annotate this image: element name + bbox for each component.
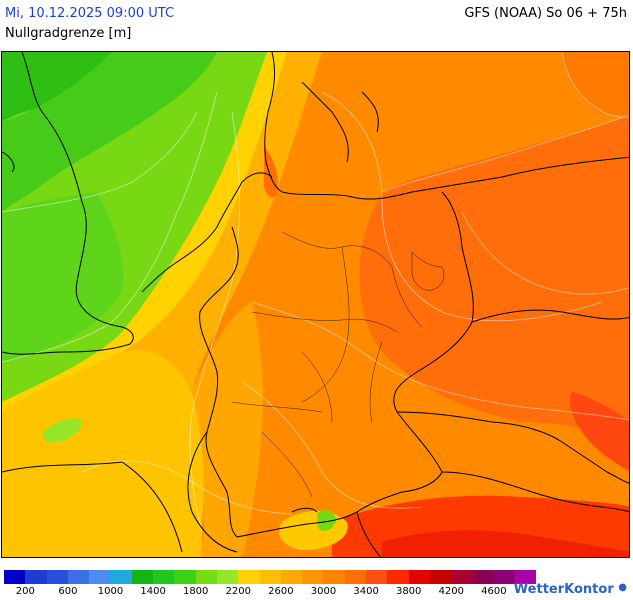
legend-swatch xyxy=(67,570,90,584)
header-model: GFS (NOAA) So 06 + 75h xyxy=(464,6,627,21)
map-area[interactable] xyxy=(1,51,630,558)
legend-swatch xyxy=(25,570,47,584)
wetterkontor-logo[interactable]: WetterKontor ● xyxy=(514,582,627,597)
legend-label: 2200 xyxy=(225,586,252,597)
field-darkorange-ne xyxy=(562,52,629,116)
field-yellow-south xyxy=(2,349,204,557)
state-borders xyxy=(231,231,445,498)
legend-swatch xyxy=(153,570,175,584)
field-lightorange-south xyxy=(192,302,263,557)
legend-label: 3000 xyxy=(310,586,337,597)
legend-labels: 200 600 1000 1400 1800 2200 2600 3000 3400 3800 42… xyxy=(4,586,524,600)
legend-swatch xyxy=(323,570,345,584)
legend-swatch xyxy=(366,570,388,584)
field-lightorange xyxy=(122,52,322,392)
color-legend: 200 600 1000 1400 1800 2200 2600 3000 3400 3800 42… xyxy=(4,570,537,600)
field-red-deep xyxy=(382,530,629,557)
legend-label: 1000 xyxy=(97,586,124,597)
field-yellow xyxy=(2,52,287,412)
field-darkorange-east xyxy=(359,112,629,442)
brand-name-part1: Wetter xyxy=(513,582,565,597)
field-green-coast xyxy=(2,192,123,362)
legend-swatch xyxy=(259,570,281,584)
legend-swatch xyxy=(515,570,537,584)
legend-swatch xyxy=(174,570,196,584)
legend-swatch xyxy=(89,570,111,584)
brand-drop-icon: ● xyxy=(618,582,627,593)
legend-swatch xyxy=(4,570,26,584)
legend-label: 200 xyxy=(15,586,35,597)
brand-name-part2: Kontor xyxy=(564,582,614,597)
field-green-dark xyxy=(2,52,112,122)
legend-swatch xyxy=(238,570,260,584)
header-parameter: Nullgradgrenze [m] xyxy=(5,26,132,41)
legend-swatch xyxy=(472,570,494,584)
legend-label: 3800 xyxy=(395,586,422,597)
borders xyxy=(2,52,629,557)
field-alps-green xyxy=(317,510,336,531)
legend-swatch xyxy=(195,570,217,584)
legend-swatches xyxy=(4,570,537,584)
legend-swatch xyxy=(46,570,68,584)
header-datetime: Mi, 10.12.2025 09:00 UTC xyxy=(5,6,175,21)
legend-swatch xyxy=(216,570,239,584)
field-green-mid xyxy=(2,52,217,212)
legend-label: 600 xyxy=(58,586,78,597)
legend-label: 4600 xyxy=(481,586,507,597)
contour-lines xyxy=(2,52,629,533)
freezing-level-map xyxy=(2,52,629,557)
legend-swatch xyxy=(302,570,324,584)
legend-swatch xyxy=(429,570,452,584)
legend-swatch xyxy=(408,570,430,584)
legend-swatch xyxy=(280,570,303,584)
legend-swatch xyxy=(493,570,516,584)
legend-label: 3400 xyxy=(353,586,379,597)
legend-label: 1400 xyxy=(140,586,166,597)
legend-swatch xyxy=(344,570,367,584)
field-yellow-blob xyxy=(42,418,82,443)
legend-label: 4200 xyxy=(438,586,465,597)
legend-swatch xyxy=(110,570,132,584)
legend-swatch xyxy=(451,570,473,584)
legend-label: 2600 xyxy=(268,586,294,597)
legend-swatch xyxy=(131,570,154,584)
legend-swatch xyxy=(387,570,409,584)
legend-label: 1800 xyxy=(182,586,209,597)
field-red-se xyxy=(570,392,629,471)
